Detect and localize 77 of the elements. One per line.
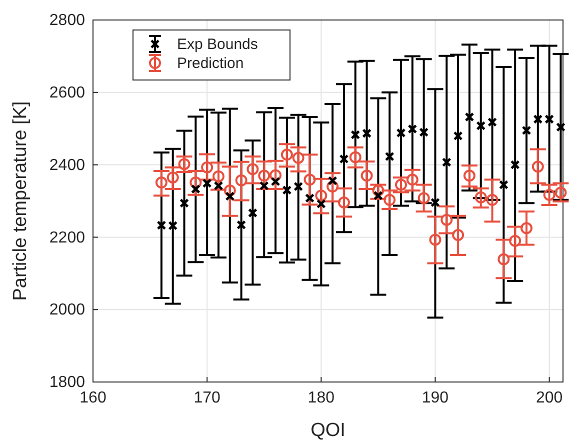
point	[384, 152, 394, 162]
point	[292, 152, 304, 164]
y-tick-label: 2000	[49, 302, 86, 319]
point	[543, 188, 556, 201]
point	[326, 180, 339, 193]
point	[510, 160, 520, 170]
x-axis-title: QOI	[310, 420, 346, 441]
point	[522, 126, 532, 136]
point	[418, 192, 430, 204]
point	[406, 174, 418, 186]
point	[463, 170, 476, 182]
y-tick-label: 2200	[49, 229, 86, 246]
x-tick-label: 170	[194, 389, 221, 406]
point	[280, 148, 293, 161]
point	[214, 181, 224, 191]
point	[556, 122, 566, 132]
point	[486, 194, 498, 206]
y-tick-label: 2600	[49, 84, 86, 102]
point	[315, 190, 328, 202]
point	[532, 160, 544, 173]
point	[225, 192, 235, 202]
point	[282, 185, 292, 195]
point	[408, 124, 418, 134]
point	[202, 178, 212, 188]
point	[258, 170, 270, 182]
point	[201, 161, 214, 174]
point	[350, 130, 360, 140]
point	[316, 199, 326, 209]
y-axis-title: Particle temperature [K]	[10, 101, 31, 301]
point	[498, 180, 508, 190]
point	[419, 127, 429, 137]
x-tick-label: 190	[422, 389, 449, 406]
point	[396, 128, 406, 138]
point	[294, 182, 304, 192]
point	[212, 170, 224, 182]
point	[305, 193, 314, 203]
point	[464, 112, 474, 122]
point	[452, 229, 464, 242]
y-tick-label: 2800	[49, 12, 86, 30]
point	[429, 234, 442, 246]
point	[453, 131, 463, 141]
point	[360, 170, 373, 182]
point	[235, 174, 248, 186]
point	[440, 214, 453, 226]
x-tick-label: 200	[536, 389, 563, 406]
x-tick-label: 180	[308, 389, 335, 406]
point	[498, 253, 510, 266]
point	[488, 117, 498, 127]
point	[270, 169, 282, 182]
point	[430, 198, 440, 208]
point	[166, 171, 179, 184]
point	[155, 176, 168, 189]
point	[190, 176, 202, 189]
point	[248, 208, 258, 218]
point	[224, 184, 236, 196]
legend-label: Prediction	[177, 55, 244, 72]
point	[304, 174, 316, 186]
point	[338, 196, 350, 208]
y-tick-label: 2400	[49, 156, 86, 174]
point	[259, 181, 269, 191]
point	[442, 158, 452, 168]
point	[190, 184, 200, 194]
point	[373, 190, 383, 200]
point	[520, 222, 532, 234]
point	[362, 128, 372, 138]
point	[328, 176, 338, 186]
point	[246, 163, 259, 176]
point	[236, 220, 246, 230]
point	[270, 176, 280, 186]
point	[180, 198, 190, 208]
legend-label: Exp Bounds	[177, 36, 258, 53]
point	[476, 120, 486, 130]
point	[339, 154, 349, 164]
x-tick-label: 160	[80, 389, 106, 406]
y-tick-label: 1800	[49, 374, 86, 392]
point	[509, 234, 522, 247]
point	[372, 184, 384, 196]
